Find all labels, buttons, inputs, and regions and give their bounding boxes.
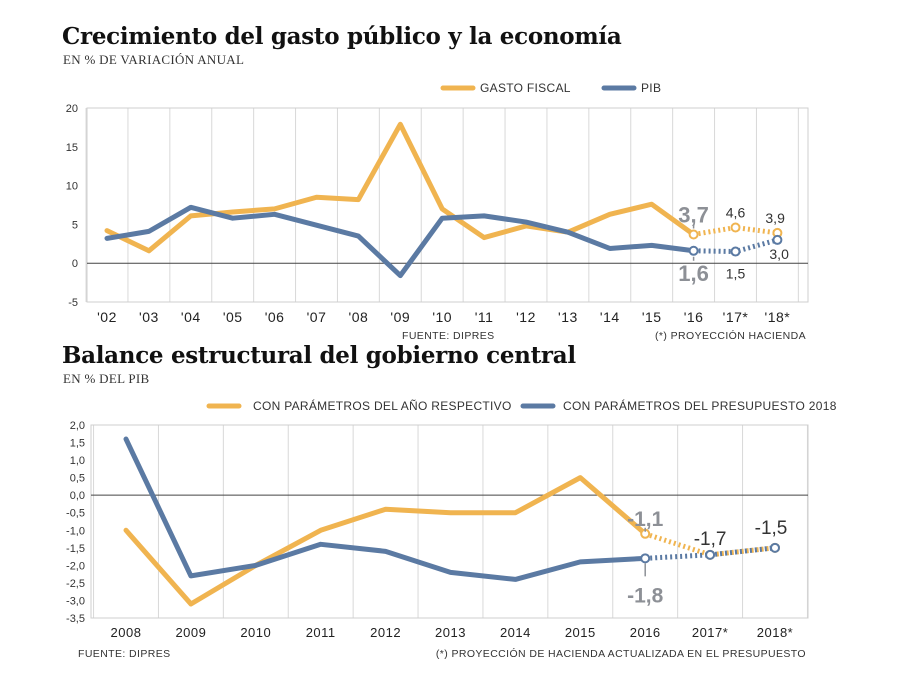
chart1-xtick: '05 bbox=[223, 309, 243, 325]
chart2-series-2-line bbox=[123, 436, 648, 582]
chart1-ytick: 0 bbox=[72, 258, 78, 270]
chart1-series-2-point bbox=[730, 246, 741, 257]
chart2-ytick: -2,0 bbox=[66, 560, 85, 572]
chart1-series-1-point bbox=[730, 222, 741, 233]
chart2-xtick: 2017* bbox=[692, 625, 728, 640]
chart1-xtick: '09 bbox=[390, 309, 410, 325]
chart1-footnote: (*) PROYECCIÓN HACIENDA bbox=[655, 329, 806, 342]
chart2-ytick: 0,5 bbox=[70, 473, 85, 485]
chart1-ytick: 5 bbox=[72, 219, 78, 231]
chart2-subtitle: EN % DEL PIB bbox=[63, 371, 150, 386]
chart1-data-label: 1,5 bbox=[726, 266, 746, 282]
chart1-series-2-point bbox=[772, 234, 783, 245]
chart1-ytick: 10 bbox=[66, 181, 78, 193]
chart1-xtick: '13 bbox=[558, 309, 578, 325]
chart2-source: FUENTE: DIPRES bbox=[78, 648, 171, 660]
chart1-xtick: '07 bbox=[307, 309, 327, 325]
chart2-series-1-projection bbox=[644, 531, 776, 558]
chart2-plot bbox=[90, 424, 809, 619]
chart2-xtick: 2009 bbox=[175, 625, 206, 640]
chart1-series-1-projection bbox=[693, 224, 778, 237]
chart2-series-2-point bbox=[640, 553, 651, 564]
chart2-ytick: -3,0 bbox=[66, 595, 85, 607]
chart2-series-2-point bbox=[770, 542, 780, 553]
chart2-title: Balance estructural del gobierno central bbox=[62, 342, 576, 369]
chart2-legend-label-2: CON PARÁMETROS DEL PRESUPUESTO 2018 bbox=[563, 398, 837, 413]
chart1-data-label: 3,9 bbox=[765, 210, 785, 226]
chart1-plot bbox=[85, 107, 809, 303]
chart2-ytick: -2,5 bbox=[66, 578, 85, 590]
chart2-footnote: (*) PROYECCIÓN DE HACIENDA ACTUALIZADA E… bbox=[436, 647, 806, 660]
chart1-xtick: '18* bbox=[765, 309, 791, 325]
chart2-ytick: -1,0 bbox=[66, 525, 85, 537]
chart1-xtick: '06 bbox=[265, 309, 285, 325]
chart1-xtick: '03 bbox=[139, 309, 159, 325]
chart1-data-label: 4,6 bbox=[726, 205, 746, 221]
chart2-series-1-line bbox=[123, 475, 648, 607]
chart2-xtick: 2015 bbox=[565, 625, 596, 640]
chart1-xtick: '02 bbox=[97, 309, 117, 325]
chart1-xtick: '17* bbox=[723, 309, 749, 325]
chart2-series-2-projection bbox=[645, 545, 776, 561]
chart1-xtick: '11 bbox=[475, 309, 494, 325]
chart1-title: Crecimiento del gasto público y la econo… bbox=[62, 23, 622, 50]
chart2-ytick: 1,5 bbox=[70, 438, 85, 450]
chart1-xtick: '08 bbox=[349, 309, 369, 325]
chart2-ytick: 1,0 bbox=[70, 455, 85, 467]
chart2-xtick: 2008 bbox=[111, 625, 142, 640]
chart2-legend-label-1: CON PARÁMETROS DEL AÑO RESPECTIVO bbox=[253, 398, 512, 413]
chart2-data-label: -1,1 bbox=[627, 508, 664, 531]
chart1-legend-label-1: GASTO FISCAL bbox=[480, 81, 571, 95]
chart1-ytick: 20 bbox=[66, 103, 78, 115]
chart1-xtick: '10 bbox=[432, 309, 452, 325]
chart1-xtick: '16 bbox=[684, 309, 704, 325]
chart2-ytick: -1,5 bbox=[66, 543, 85, 555]
chart1-data-label: 1,6 bbox=[678, 261, 709, 286]
chart1-data-label: 3,7 bbox=[678, 202, 709, 227]
chart1-data-label: 3,0 bbox=[769, 246, 789, 262]
chart1-series-1-line bbox=[104, 121, 697, 254]
chart2-xtick: 2016 bbox=[630, 625, 661, 640]
chart1-source: FUENTE: DIPRES bbox=[402, 330, 495, 342]
chart1-xtick: '04 bbox=[181, 309, 201, 325]
chart1-series-2-point bbox=[688, 245, 699, 256]
chart1-series-2-line bbox=[104, 204, 697, 279]
chart2-xtick: 2012 bbox=[370, 625, 401, 640]
chart1-subtitle: EN % DE VARIACIÓN ANUAL bbox=[63, 52, 245, 67]
chart2-ytick: -3,5 bbox=[66, 613, 85, 625]
chart2-xtick: 2013 bbox=[435, 625, 466, 640]
chart1-xtick: '15 bbox=[642, 309, 662, 325]
chart1-ytick: -5 bbox=[68, 297, 78, 309]
chart2-frame bbox=[90, 424, 809, 619]
chart2-data-label: -1,5 bbox=[755, 518, 788, 539]
chart2-xtick: 2018* bbox=[757, 625, 793, 640]
chart2-xtick: 2014 bbox=[500, 625, 531, 640]
chart1-xtick: '12 bbox=[516, 309, 536, 325]
chart1-frame bbox=[86, 107, 809, 303]
chart2-ytick: -0,5 bbox=[66, 508, 85, 520]
chart2-xtick: 2011 bbox=[306, 625, 336, 640]
chart2-ytick: 2,0 bbox=[70, 420, 85, 432]
chart1-xtick: '14 bbox=[600, 309, 620, 325]
chart2-data-label: -1,7 bbox=[694, 529, 727, 550]
chart2-ytick: 0,0 bbox=[70, 490, 85, 502]
chart1-legend-label-2: PIB bbox=[641, 81, 661, 95]
chart2-data-label: -1,8 bbox=[627, 584, 664, 607]
chart2-xtick: 2010 bbox=[240, 625, 271, 640]
chart1-series-1-point bbox=[688, 229, 699, 240]
chart2-series-2-point bbox=[705, 549, 716, 560]
chart1-ytick: 15 bbox=[66, 142, 78, 154]
